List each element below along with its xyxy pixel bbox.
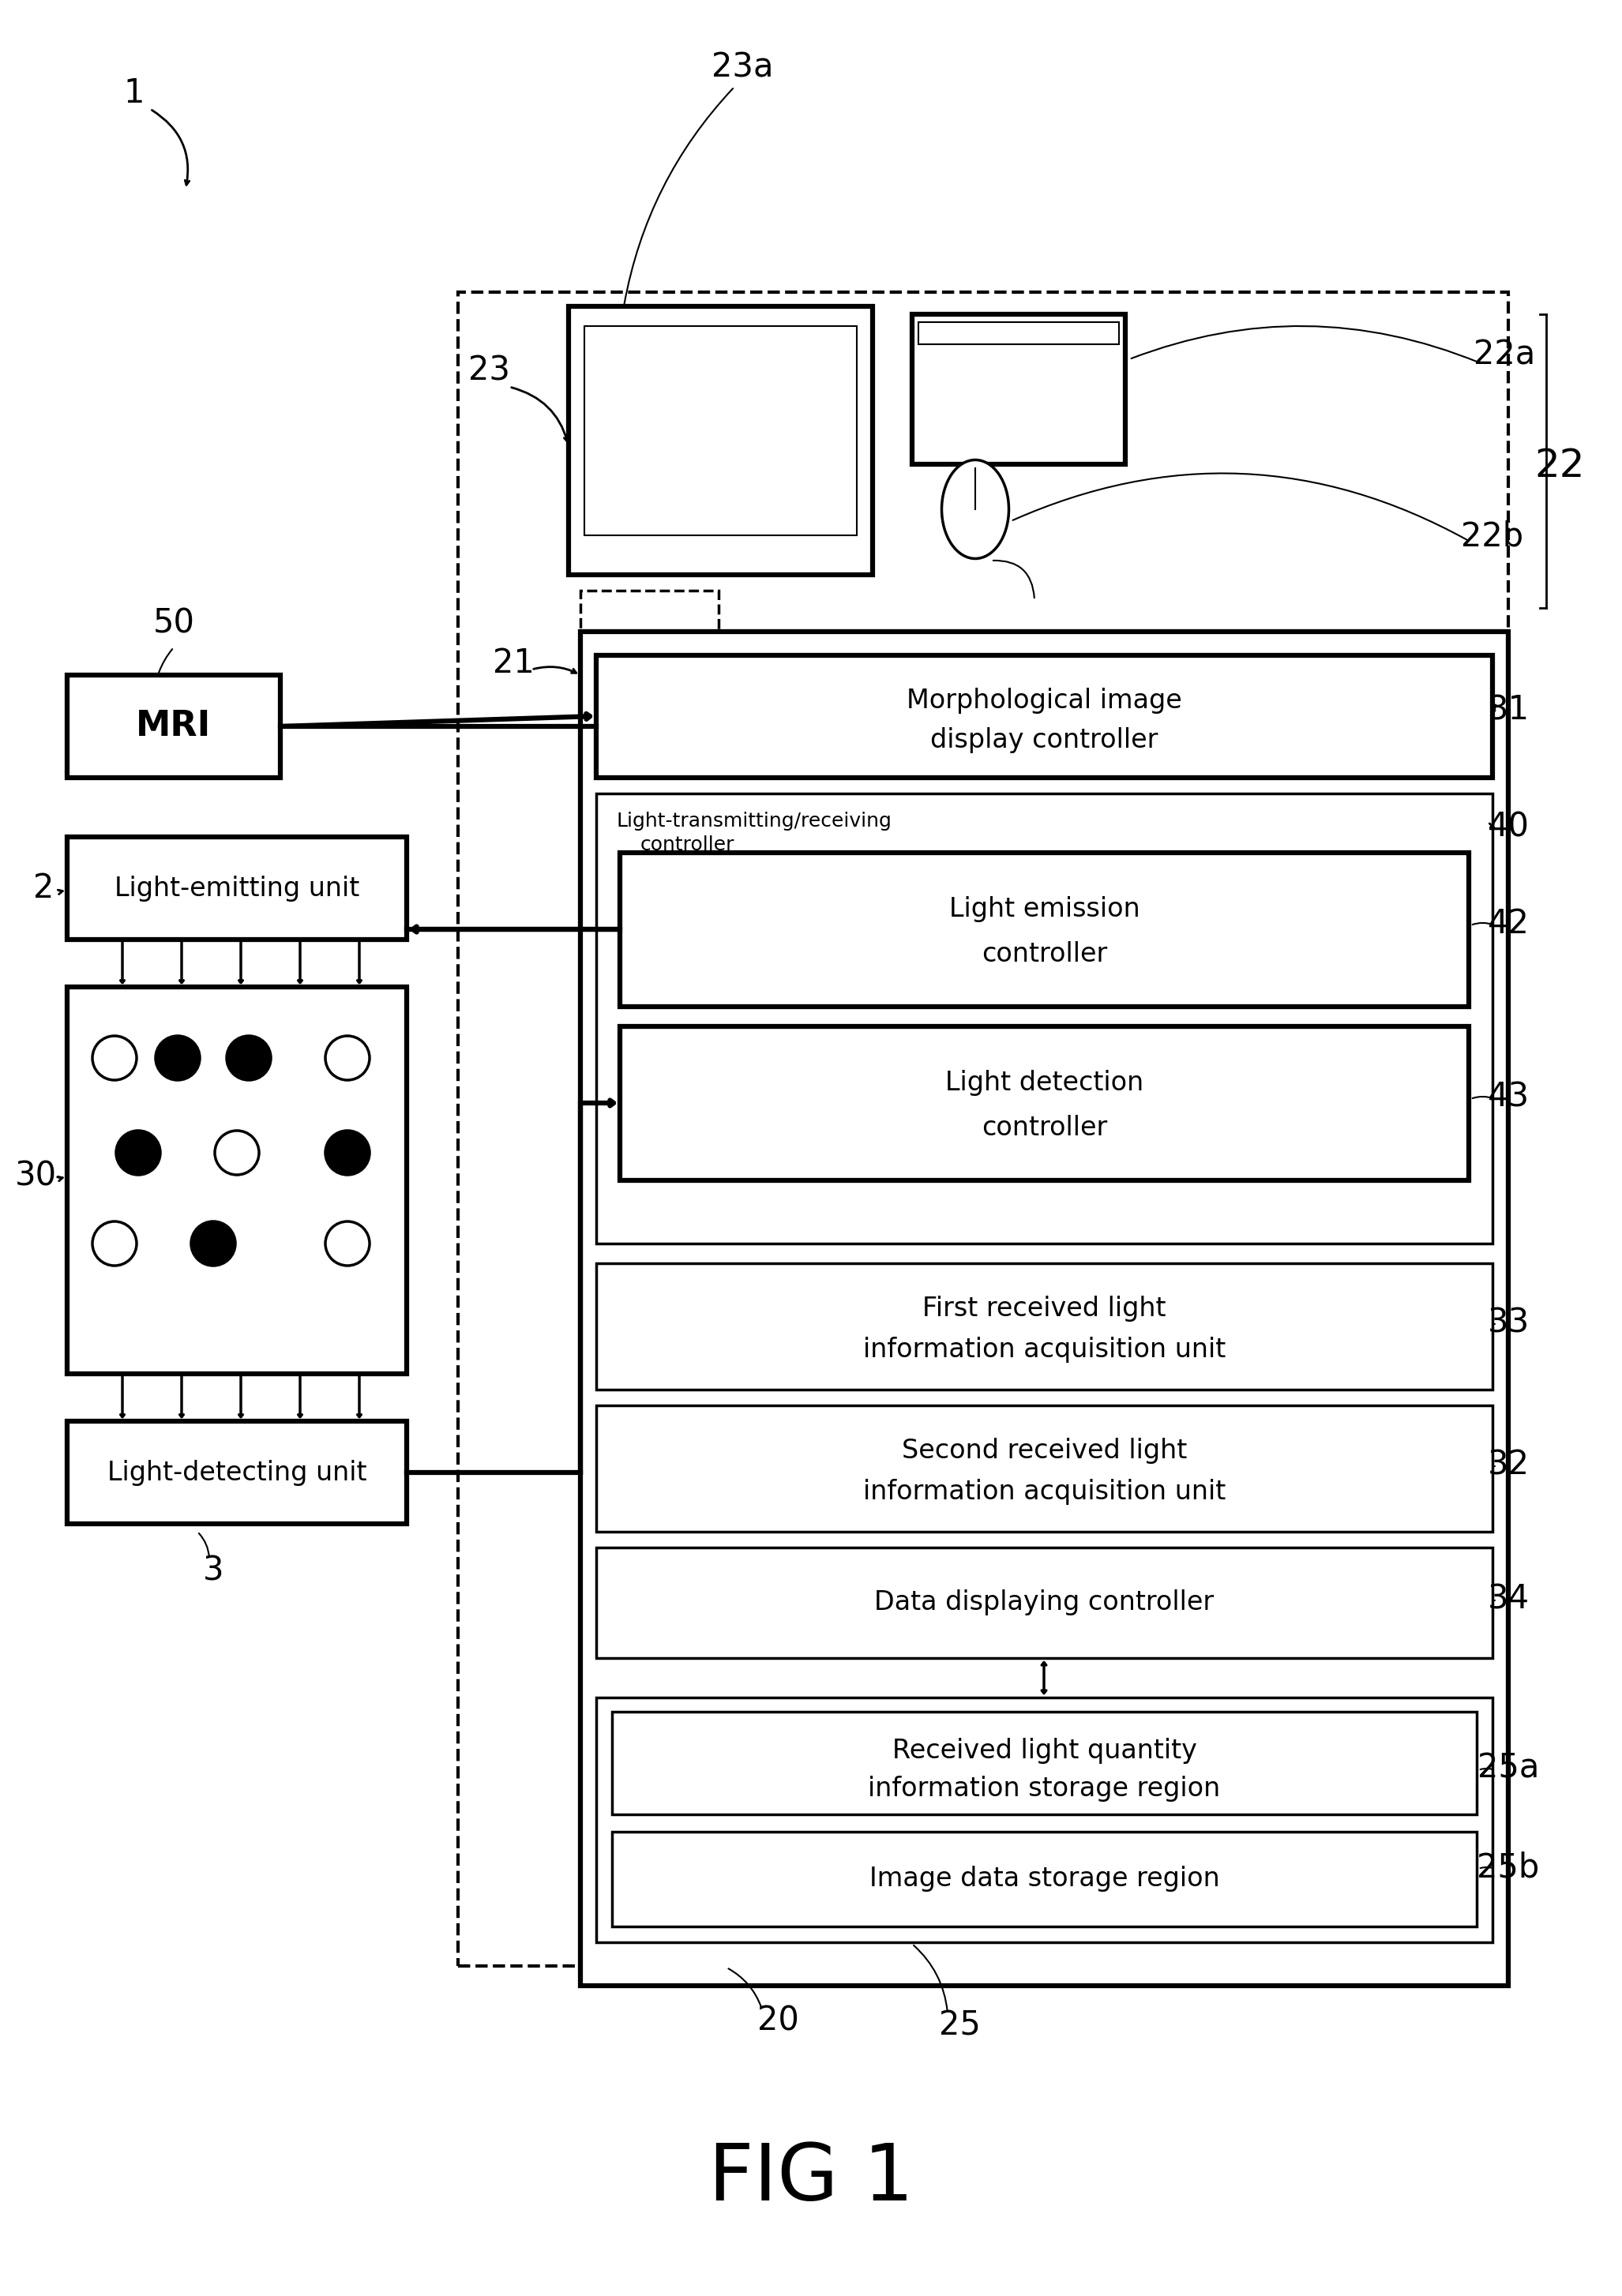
Text: Image data storage region: Image data storage region <box>869 1867 1220 1892</box>
Bar <box>965 473 985 498</box>
Text: controller: controller <box>981 1114 1108 1141</box>
Text: 42: 42 <box>1487 907 1530 941</box>
Text: 40: 40 <box>1487 810 1530 845</box>
Text: 32: 32 <box>1487 1449 1530 1481</box>
Text: controller: controller <box>981 941 1108 967</box>
Bar <box>620 1026 1470 1180</box>
Text: 31: 31 <box>1487 693 1530 728</box>
Text: Light emission: Light emission <box>949 895 1140 923</box>
Text: 20: 20 <box>757 2004 798 2039</box>
Text: 25b: 25b <box>1478 1851 1539 1883</box>
Bar <box>597 794 1492 1244</box>
Bar <box>597 1263 1492 1389</box>
Text: FIG 1: FIG 1 <box>709 2140 913 2218</box>
Circle shape <box>227 1035 271 1079</box>
Text: controller: controller <box>639 836 735 854</box>
Text: information acquisition unit: information acquisition unit <box>863 1336 1226 1364</box>
Bar <box>597 1548 1492 1658</box>
Text: Second received light: Second received light <box>902 1437 1187 1463</box>
Text: Morphological image: Morphological image <box>907 689 1182 714</box>
Bar <box>67 1421 407 1525</box>
Circle shape <box>92 1035 136 1079</box>
Bar <box>67 987 407 1373</box>
Bar <box>611 1713 1476 1814</box>
Text: 22a: 22a <box>1473 340 1536 372</box>
Text: 43: 43 <box>1487 1081 1530 1114</box>
Text: 22b: 22b <box>1461 521 1523 553</box>
Text: display controller: display controller <box>931 728 1158 753</box>
Text: information acquisition unit: information acquisition unit <box>863 1479 1226 1506</box>
Circle shape <box>156 1035 200 1079</box>
Bar <box>597 654 1492 778</box>
Circle shape <box>326 1035 370 1079</box>
Text: 34: 34 <box>1487 1582 1530 1616</box>
Text: Received light quantity: Received light quantity <box>892 1738 1197 1763</box>
Text: 30: 30 <box>15 1159 57 1194</box>
Circle shape <box>117 1130 161 1176</box>
Text: Light-detecting unit: Light-detecting unit <box>107 1460 367 1486</box>
Text: Light-transmitting/receiving: Light-transmitting/receiving <box>616 813 892 831</box>
Text: 22: 22 <box>1534 448 1585 484</box>
Bar <box>597 1697 1492 1942</box>
Bar <box>581 590 719 1203</box>
Circle shape <box>326 1130 370 1176</box>
Text: 21: 21 <box>493 647 534 680</box>
Text: 1: 1 <box>123 76 144 110</box>
Text: MRI: MRI <box>136 709 211 744</box>
Text: 25a: 25a <box>1478 1752 1539 1786</box>
Bar <box>581 631 1508 1986</box>
Bar <box>611 1832 1476 1926</box>
Text: 33: 33 <box>1487 1306 1530 1339</box>
Bar <box>584 326 856 535</box>
Bar <box>569 305 873 574</box>
Circle shape <box>326 1221 370 1265</box>
Text: Light detection: Light detection <box>946 1070 1144 1095</box>
Text: information storage region: information storage region <box>868 1777 1220 1802</box>
Bar <box>67 675 281 778</box>
Circle shape <box>92 1221 136 1265</box>
Bar <box>457 292 1508 1965</box>
Bar <box>620 852 1470 1006</box>
Circle shape <box>214 1130 260 1176</box>
Ellipse shape <box>942 459 1009 558</box>
Bar <box>67 838 407 939</box>
Text: Data displaying controller: Data displaying controller <box>874 1589 1215 1616</box>
Circle shape <box>191 1221 235 1265</box>
Bar <box>912 315 1126 464</box>
Text: 2: 2 <box>32 872 54 905</box>
Text: 25: 25 <box>939 2009 980 2041</box>
Text: 50: 50 <box>152 606 195 641</box>
Bar <box>918 321 1119 344</box>
Bar <box>597 1405 1492 1531</box>
Text: First received light: First received light <box>923 1295 1166 1320</box>
Text: 23a: 23a <box>712 51 774 83</box>
Text: 3: 3 <box>203 1554 224 1589</box>
Text: Light-emitting unit: Light-emitting unit <box>115 875 360 902</box>
Text: 23: 23 <box>469 354 511 388</box>
